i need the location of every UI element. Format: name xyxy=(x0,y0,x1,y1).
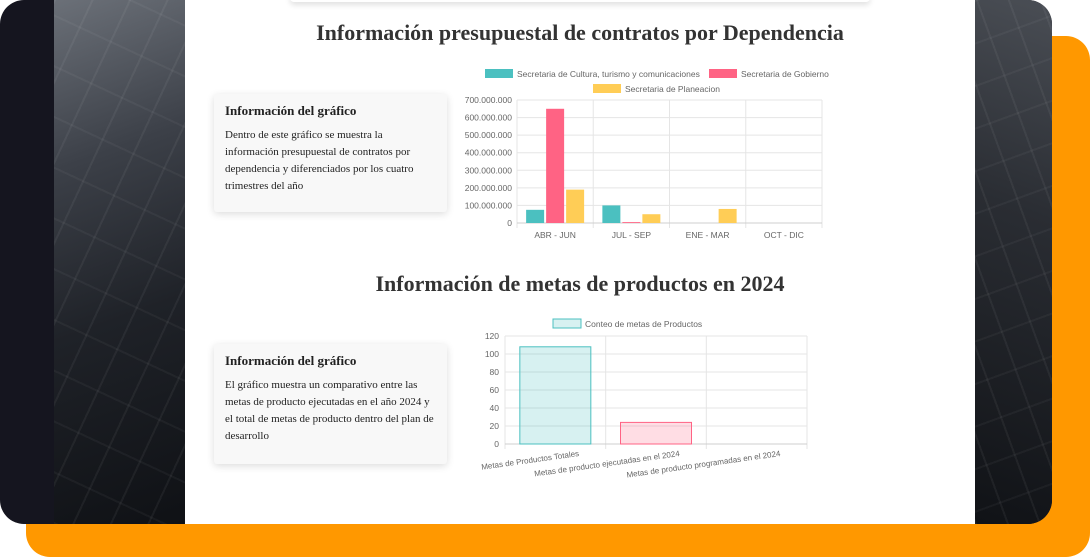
legend-swatch xyxy=(552,318,582,329)
x-tick-label: ENE - MAR xyxy=(686,230,730,240)
y-tick-label: 20 xyxy=(490,421,500,431)
legend-label: Secretaria de Cultura, turismo y comunic… xyxy=(517,69,700,79)
legend-label: Conteo de metas de Productos xyxy=(585,319,702,329)
y-tick-label: 100 xyxy=(485,349,499,359)
bar xyxy=(546,108,565,223)
bar xyxy=(642,214,661,223)
budget-info-text: Dentro de este gráfico se muestra la inf… xyxy=(225,129,414,192)
y-tick-label: 400.000.000 xyxy=(465,148,513,158)
x-tick-label: JUL - SEP xyxy=(612,230,652,240)
budget-section-title: Información presupuestal de contratos po… xyxy=(316,20,844,45)
y-tick-label: 600.000.000 xyxy=(465,113,513,123)
goals-bar-chart: Conteo de metas de Productos 0 20 40 60 80 100… xyxy=(481,318,808,480)
budget-info-card: Información del gráfico Dentro de este g… xyxy=(214,94,447,212)
y-tick-label: 80 xyxy=(490,367,500,377)
y-tick-label: 40 xyxy=(490,403,500,413)
bar xyxy=(718,208,737,223)
bar xyxy=(566,189,585,223)
bar xyxy=(622,222,641,223)
x-tick-label: ABR - JUN xyxy=(534,230,576,240)
bar xyxy=(519,346,592,445)
y-tick-label: 120 xyxy=(485,331,499,341)
x-tick-label: OCT - DIC xyxy=(764,230,804,240)
budget-info-title: Información del gráfico xyxy=(225,103,357,118)
bar xyxy=(526,209,545,223)
y-tick-label: 500.000.000 xyxy=(465,130,513,140)
legend-label: Secretaria de Planeacion xyxy=(625,84,720,94)
legend-label: Secretaria de Gobierno xyxy=(741,69,829,79)
y-tick-label: 100.000.000 xyxy=(465,200,513,210)
goals-section-title: Información de metas de productos en 202… xyxy=(375,271,785,296)
legend-swatch xyxy=(593,84,621,93)
goals-info-title: Información del gráfico xyxy=(225,353,357,368)
content-panel: Información presupuestal de contratos po… xyxy=(185,0,975,524)
legend-swatch xyxy=(485,69,513,78)
y-tick-label: 700.000.000 xyxy=(465,95,513,105)
y-tick-label: 200.000.000 xyxy=(465,183,513,193)
previous-card-edge xyxy=(290,0,870,2)
bar xyxy=(602,205,621,223)
goals-info-text: El gráfico muestra un comparativo entre … xyxy=(225,379,434,442)
y-tick-label: 0 xyxy=(494,439,499,449)
building-photo-right xyxy=(975,0,1052,524)
budget-bar-chart: Secretaria de Cultura, turismo y comunic… xyxy=(465,69,829,240)
y-tick-label: 0 xyxy=(507,218,512,228)
y-tick-label: 60 xyxy=(490,385,500,395)
bar xyxy=(620,421,692,445)
legend-swatch xyxy=(709,69,737,78)
dark-background-frame: Información presupuestal de contratos po… xyxy=(0,0,1052,524)
y-tick-label: 300.000.000 xyxy=(465,165,513,175)
building-photo-left xyxy=(54,0,185,524)
goals-info-card: Información del gráfico El gráfico muest… xyxy=(214,344,447,464)
